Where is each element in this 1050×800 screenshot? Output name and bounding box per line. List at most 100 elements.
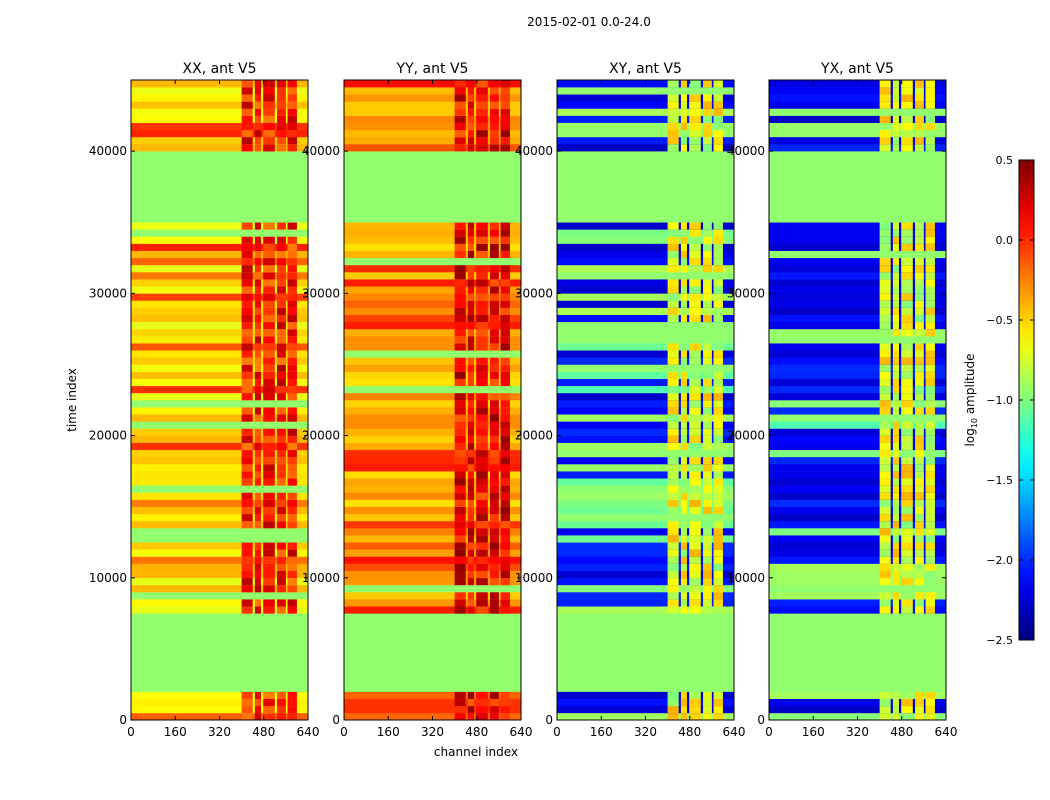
- heatmap-cell: [667, 698, 679, 707]
- heatmap-cell: [476, 421, 488, 429]
- heatmap-cell: [344, 428, 521, 436]
- heatmap-cell: [287, 449, 297, 458]
- heatmap-cell: [680, 556, 687, 564]
- heatmap-cell: [892, 300, 899, 308]
- heatmap-cell: [713, 698, 723, 707]
- heatmap-cell: [879, 371, 891, 379]
- heatmap-cell: [263, 101, 275, 109]
- heatmap-cell: [557, 549, 734, 557]
- heatmap-cell: [769, 250, 946, 259]
- heatmap-cell: [915, 464, 924, 472]
- heatmap-cell: [254, 691, 261, 699]
- heatmap-cell: [925, 307, 935, 315]
- heatmap-cell: [689, 712, 701, 721]
- heatmap-cell: [925, 499, 935, 507]
- heatmap-cell: [277, 243, 286, 251]
- heatmap-cell: [703, 257, 712, 266]
- heatmap-cell: [454, 542, 466, 550]
- heatmap-cell: [901, 293, 913, 301]
- heatmap-cell: [287, 520, 297, 529]
- heatmap-cell: [925, 535, 935, 543]
- heatmap-cell: [689, 456, 701, 465]
- heatmap-cell: [769, 613, 946, 621]
- heatmap-cell: [263, 464, 275, 472]
- heatmap-cell: [454, 712, 466, 721]
- heatmap-cell: [454, 464, 466, 472]
- heatmap-cell: [769, 620, 946, 628]
- heatmap-cell: [689, 606, 701, 614]
- heatmap-cell: [263, 314, 275, 323]
- heatmap-cell: [476, 485, 488, 493]
- heatmap-cell: [667, 520, 679, 529]
- heatmap-cell: [901, 115, 913, 123]
- heatmap-cell: [925, 229, 935, 237]
- heatmap-cell: [344, 286, 521, 294]
- heatmap-cell: [254, 94, 261, 102]
- heatmap-cell: [241, 264, 253, 273]
- heatmap-cell: [557, 343, 734, 351]
- heatmap-cell: [131, 520, 308, 529]
- heatmap-cell: [713, 464, 723, 472]
- heatmap-cell: [131, 350, 308, 358]
- heatmap-cell: [689, 144, 701, 152]
- heatmap-cell: [925, 577, 935, 586]
- heatmap-cell: [703, 471, 712, 479]
- heatmap-cell: [689, 407, 701, 415]
- heatmap-cell: [254, 250, 261, 259]
- heatmap-cell: [680, 307, 687, 315]
- heatmap-cell: [557, 286, 734, 294]
- colorbar-tick-label: −2.0: [986, 554, 1013, 567]
- heatmap-cell: [901, 371, 913, 379]
- heatmap-cell: [667, 428, 679, 436]
- heatmap-cell: [557, 371, 734, 379]
- heatmap-cell: [490, 485, 499, 493]
- heatmap-cell: [254, 272, 261, 280]
- heatmap-cell: [344, 670, 521, 678]
- heatmap-cell: [131, 542, 308, 550]
- heatmap-cell: [344, 101, 521, 109]
- heatmap-cell: [467, 698, 474, 707]
- heatmap-cell: [680, 456, 687, 465]
- heatmap-cell: [879, 606, 891, 614]
- heatmap-cell: [344, 222, 521, 230]
- heatmap-cell: [490, 449, 499, 458]
- heatmap-cell: [344, 485, 521, 493]
- heatmap-cell: [915, 364, 924, 372]
- heatmap-cell: [680, 108, 687, 116]
- heatmap-cell: [131, 236, 308, 244]
- heatmap-cell: [131, 471, 308, 479]
- heatmap-cell: [680, 350, 687, 358]
- heatmap-cell: [915, 94, 924, 102]
- heatmap-cell: [500, 343, 510, 351]
- heatmap-cell: [667, 279, 679, 287]
- heatmap-cell: [915, 478, 924, 486]
- heatmap-cell: [557, 272, 734, 280]
- heatmap-cell: [769, 698, 946, 707]
- heatmap-cell: [892, 556, 899, 564]
- heatmap-cell: [454, 691, 466, 699]
- heatmap-cell: [490, 428, 499, 436]
- heatmap-cell: [901, 691, 913, 699]
- heatmap-cell: [879, 435, 891, 443]
- heatmap-cell: [344, 449, 521, 458]
- heatmap-cell: [131, 122, 308, 131]
- heatmap-cell: [254, 122, 261, 131]
- heatmap-cell: [500, 279, 510, 287]
- heatmap-cell: [925, 222, 935, 230]
- heatmap-cell: [713, 542, 723, 550]
- heatmap-cell: [713, 108, 723, 116]
- heatmap-cell: [901, 535, 913, 543]
- heatmap-cell: [879, 350, 891, 358]
- heatmap-cell: [557, 186, 734, 195]
- heatmap-cell: [667, 528, 679, 536]
- heatmap-cell: [667, 286, 679, 294]
- heatmap-cell: [769, 115, 946, 123]
- heatmap-cell: [915, 257, 924, 266]
- heatmap-cell: [879, 300, 891, 308]
- heatmap-cell: [925, 243, 935, 251]
- heatmap-cell: [915, 712, 924, 721]
- heatmap-cell: [703, 592, 712, 600]
- heatmap-cell: [915, 435, 924, 443]
- heatmap-cell: [131, 499, 308, 507]
- heatmap-cell: [263, 144, 275, 152]
